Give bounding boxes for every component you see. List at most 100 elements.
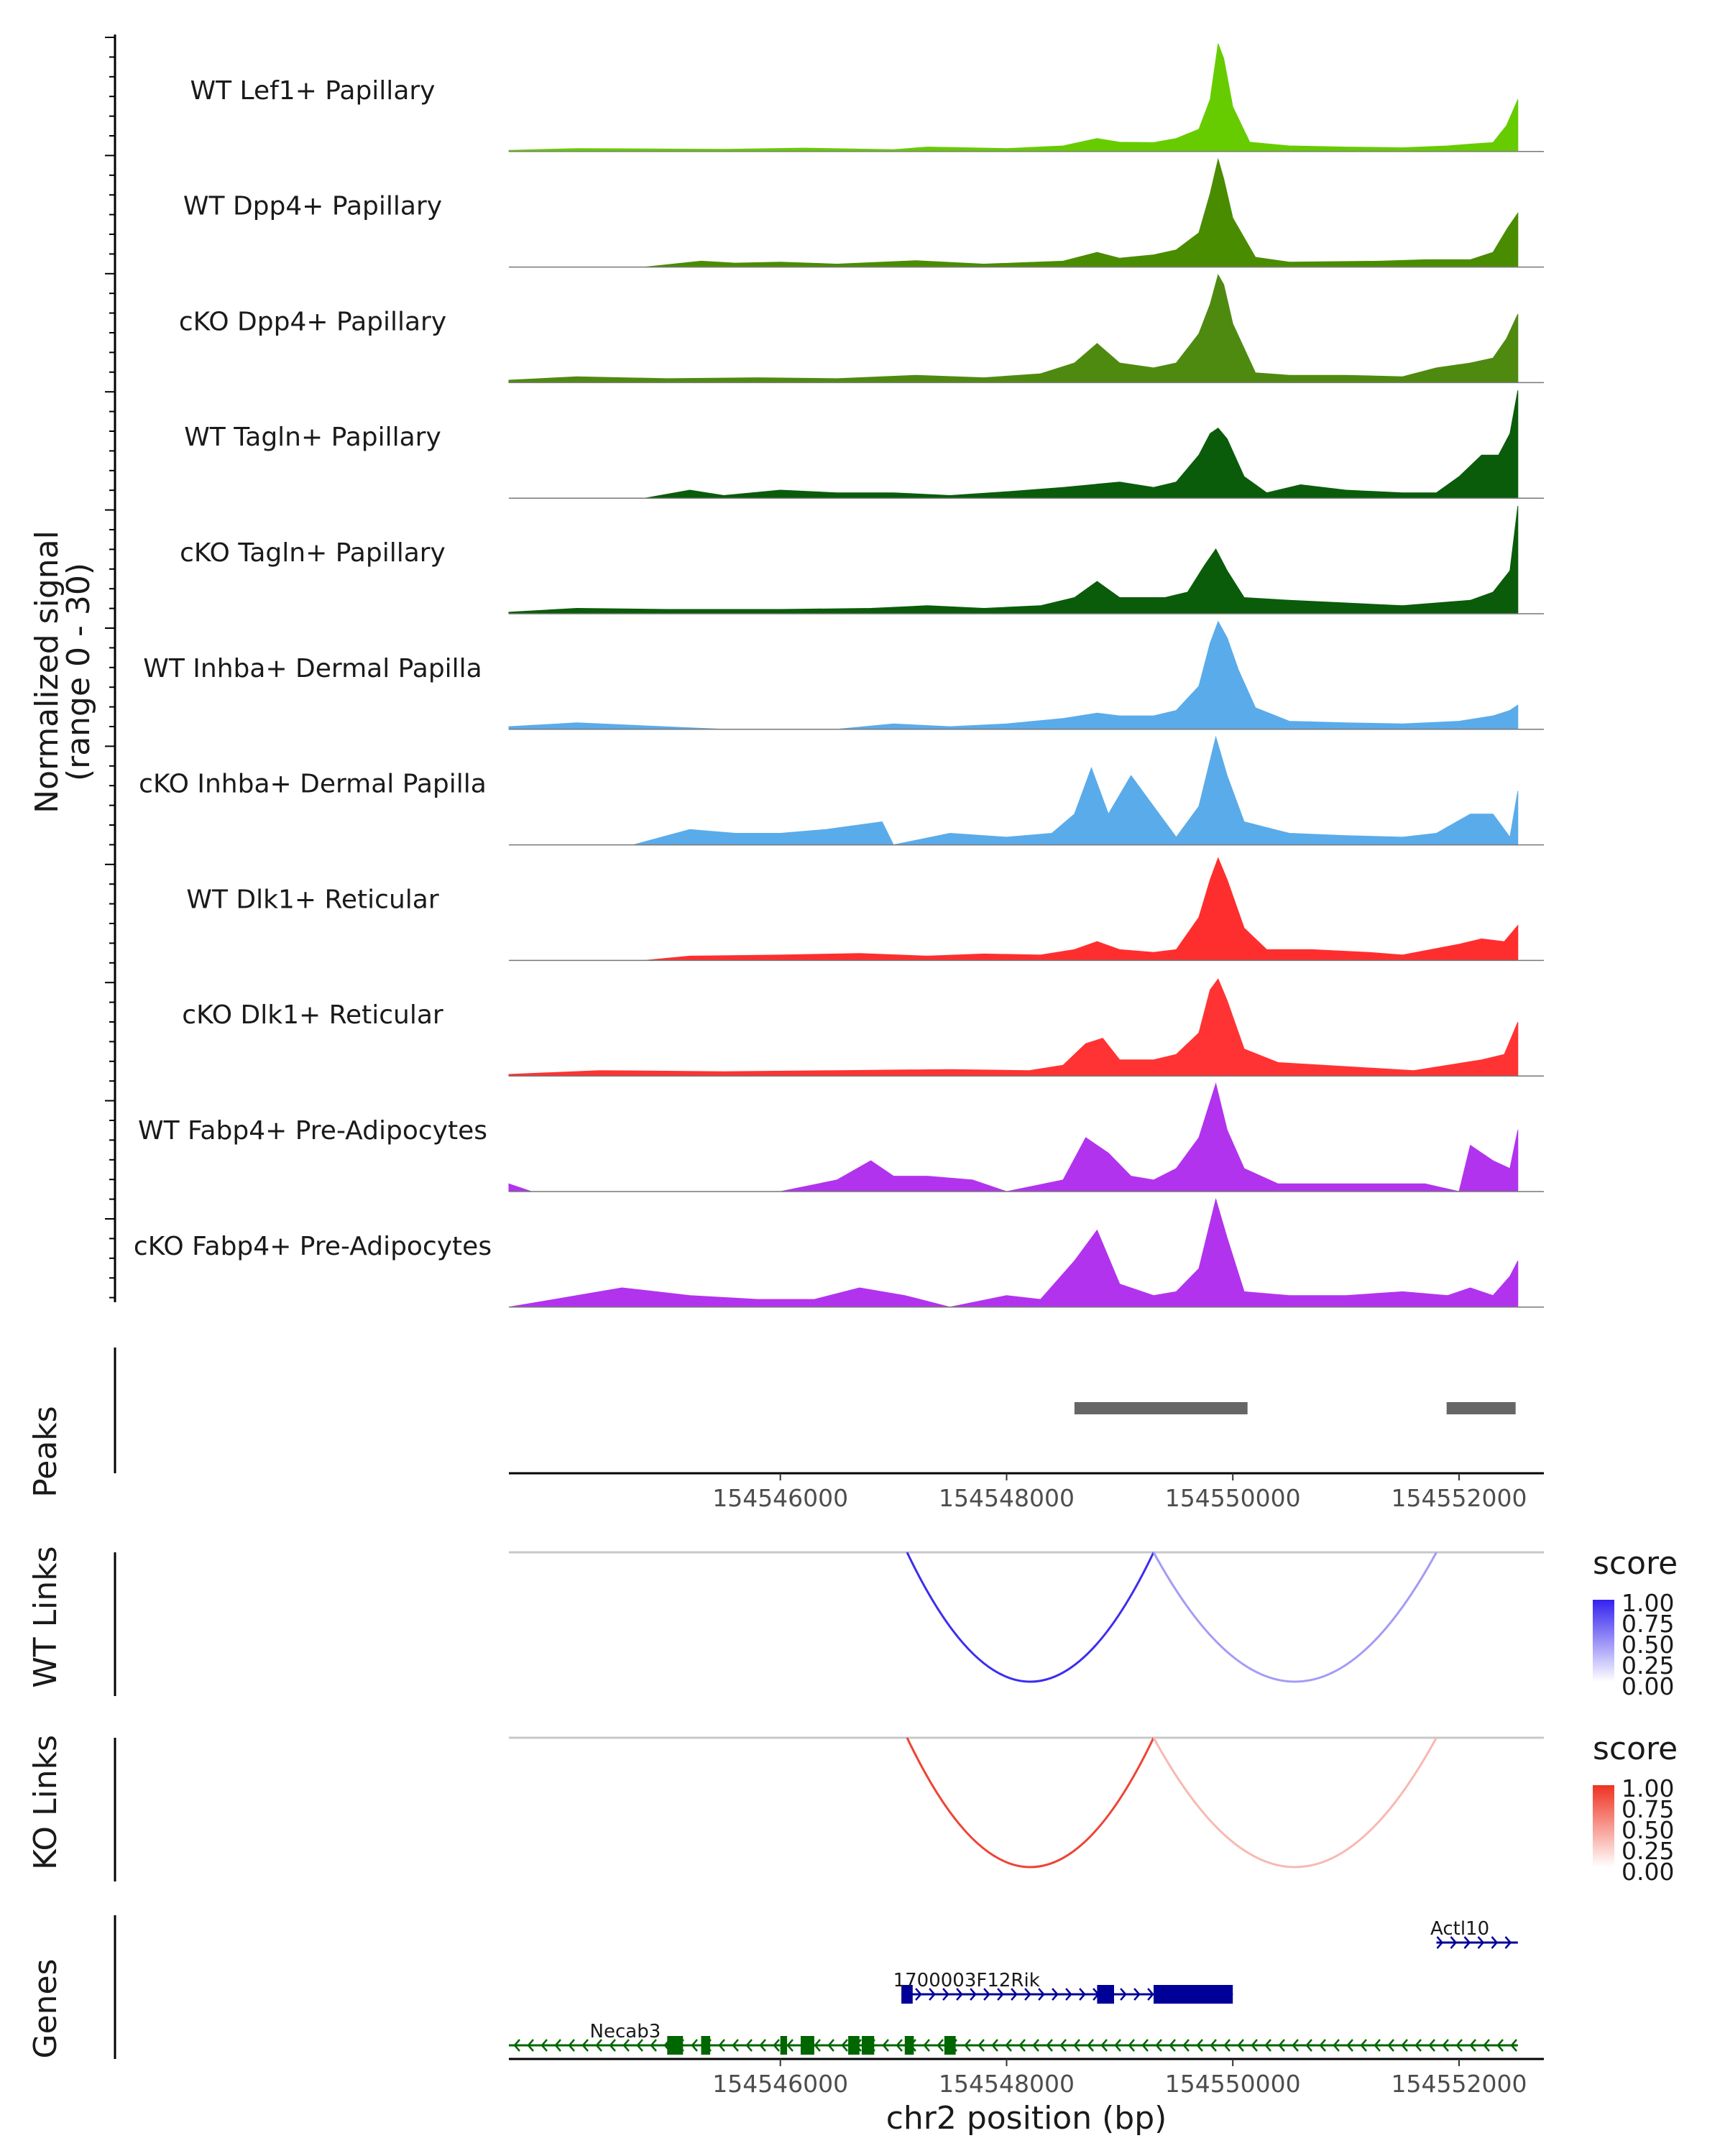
coverage-y-axis-title-line1: Normalized signal [29,530,65,814]
gene-exon [801,2036,814,2055]
coverage-area [508,978,1519,1077]
legend-tick-label: 1.00 [1622,1589,1674,1617]
gene-strand-arrow [937,2039,944,2052]
coverage-area [508,505,1519,614]
genes-panel: Genes Actl10 1700003F12Rik Necab3 [27,1915,1518,2059]
coverage-area [508,274,1519,383]
coverage-track-label: WT Dpp4+ Papillary [183,192,442,221]
legend-tick-label: 0.25 [1622,1837,1674,1865]
legend-colorbar [1593,1600,1614,1682]
coverage-track: cKO Fabp4+ Pre-Adipocytes [134,1197,1544,1308]
gene-strand-arrow [568,2039,575,2052]
gene-strand-arrow [1319,2039,1326,2052]
gene-strand-arrow [1292,2039,1299,2052]
gene-strand-arrow [1141,2039,1149,2052]
link-arc [1152,1737,1438,1869]
gene-exon [1154,1985,1233,2004]
gene-strand-arrow [1477,1936,1485,1949]
gene-exon [1097,1985,1114,2004]
coverage-area [508,1197,1519,1308]
gene-strand-arrow [745,2039,753,2052]
gene-strand-arrow [1333,2039,1340,2052]
genes-panel-label: Genes [27,1958,64,2058]
x-axis-title: chr2 position (bp) [886,2100,1167,2137]
x-tick-label: 154550000 [1165,1484,1301,1512]
gene-strand-arrow [554,2039,561,2052]
gene-strand-arrow [814,2039,821,2052]
gene-strand-arrow [1032,2039,1039,2052]
gene-strand-arrow [773,2039,780,2052]
gene-strand-arrow [1401,2039,1408,2052]
gene-exon [667,2036,684,2055]
gene-strand-arrow [595,2039,602,2052]
gene-exon [944,2036,956,2055]
gene-strand-arrow [1387,2039,1394,2052]
legend-tick-label: 0.25 [1622,1651,1674,1680]
gene-strand-arrow [786,2039,794,2052]
gene-strand-arrow [1196,2039,1203,2052]
gene-exon [901,1985,913,2004]
gene-strand-arrow [1305,2039,1312,2052]
gene-exon [780,2036,788,2055]
gene-strand-arrow [942,1988,949,2001]
peak-region [1074,1402,1248,1414]
gene-strand-arrow [1128,2039,1135,2052]
gene-strand-arrow [929,1988,936,2001]
coverage-track-label: cKO Tagln+ Papillary [180,538,446,568]
mid-x-axis: 154546000 154548000 154550000 154552000 [509,1472,1544,1512]
gene-strand-arrow [923,2039,930,2052]
gene-exon [904,2036,914,2055]
gene-strand-arrow [636,2039,643,2052]
gene-strand-arrow [1510,2039,1517,2052]
gene-strand-arrow [1360,2039,1367,2052]
gene-name-label: 1700003F12Rik [893,1970,1040,1991]
gene-exon [862,2036,875,2055]
legend-colorbar [1593,1785,1614,1867]
gene-strand-arrow [896,2039,903,2052]
gene-strand-arrow [1018,2039,1026,2052]
coverage-area [644,857,1519,961]
gene-strand-arrow [1073,2039,1080,2052]
gene-strand-arrow [1169,2039,1176,2052]
x-tick-label: 154552000 [1392,2070,1527,2098]
coverage-track: cKO Tagln+ Papillary [180,505,1544,614]
gene-strand-arrow [622,2039,630,2052]
legend-tick-label: 1.00 [1622,1774,1674,1802]
gene-model: Actl10 [1430,1918,1518,1949]
coverage-track-label: WT Lef1+ Papillary [190,76,436,106]
gene-strand-arrow [1065,1988,1072,2001]
legend-title: score [1593,1731,1678,1767]
legend-title: score [1593,1545,1678,1582]
gene-model: Necab3 [509,2021,1518,2055]
legend-tick-label: 0.50 [1622,1816,1674,1844]
gene-strand-arrow [1442,2039,1449,2052]
gene-model: 1700003F12Rik [893,1970,1233,2004]
gene-models: Actl10 1700003F12Rik Necab3 [509,1918,1518,2055]
coverage-area [644,390,1519,499]
bottom-x-axis: chr2 position (bp) 154546000 154548000 154… [509,2058,1544,2137]
gene-strand-arrow [1087,2039,1094,2052]
gene-strand-arrow [1450,1936,1458,1949]
gene-strand-arrow [1046,2039,1053,2052]
gene-strand-arrow [1005,2039,1012,2052]
gene-strand-arrow [540,2039,548,2052]
x-tick-label: 154548000 [939,1484,1075,1512]
gene-strand-arrow [997,1988,1004,2001]
gene-strand-arrow [1491,1936,1499,1949]
coverage-track-label: WT Dlk1+ Reticular [186,885,438,914]
coverage-track-label: cKO Dlk1+ Reticular [182,1000,443,1030]
gene-strand-arrow [513,2039,520,2052]
coverage-track: cKO Dpp4+ Papillary [179,274,1544,384]
link-arc [906,1552,1155,1683]
coverage-track-label: cKO Inhba+ Dermal Papilla [139,770,487,799]
coverage-track-label: WT Inhba+ Dermal Papilla [143,654,482,683]
gene-strand-arrow [581,2039,589,2052]
gene-strand-arrow [1133,1988,1141,2001]
gene-strand-arrow [1059,2039,1067,2052]
gene-strand-arrow [1120,1988,1127,2001]
coverage-area [508,43,1519,152]
links-panel: KO Links score 1.000.750.500.250.00 [27,1731,1678,1886]
gene-strand-arrow [609,2039,616,2052]
